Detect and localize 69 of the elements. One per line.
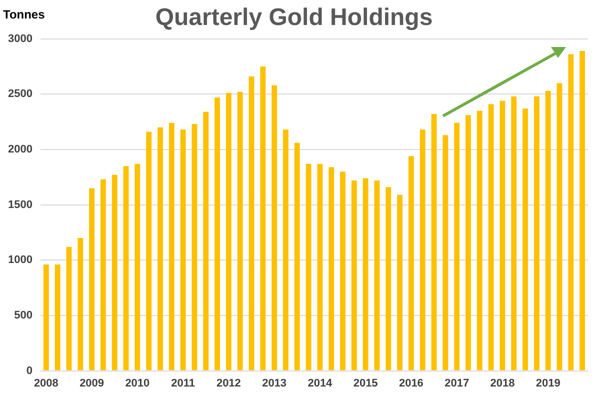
bar <box>420 130 426 370</box>
bar <box>112 174 118 370</box>
bar <box>386 187 392 370</box>
bar <box>500 100 506 370</box>
bar <box>168 122 174 370</box>
x-tick-label: 2011 <box>171 377 195 390</box>
bar <box>226 93 232 370</box>
bar <box>488 104 494 370</box>
bar <box>294 142 300 370</box>
bar <box>43 264 49 370</box>
bar <box>283 130 288 370</box>
y-tick-label: 0 <box>26 364 32 377</box>
bar <box>78 238 84 370</box>
bar <box>340 172 346 370</box>
y-tick-label: 2000 <box>8 144 32 156</box>
x-tick-label: 2008 <box>34 377 58 390</box>
bar <box>545 90 551 370</box>
bar <box>556 83 562 370</box>
chart-title: Quarterly Gold Holdings <box>155 4 433 32</box>
x-tick-label: 2014 <box>308 377 334 390</box>
bar <box>192 124 198 370</box>
y-tick-label: 1500 <box>8 198 32 211</box>
bar <box>317 164 323 370</box>
bar <box>272 85 278 370</box>
bar <box>580 50 586 370</box>
x-tick-label: 2010 <box>125 377 150 390</box>
bar <box>351 180 357 370</box>
bar <box>146 132 152 370</box>
bar <box>511 96 517 370</box>
bar <box>214 97 220 370</box>
x-tick-label: 2017 <box>444 377 470 390</box>
bar <box>260 66 266 370</box>
bar <box>476 110 482 370</box>
y-tick-label: 500 <box>14 310 32 322</box>
bar <box>466 115 471 370</box>
bar <box>237 92 243 370</box>
bar <box>203 112 209 370</box>
y-tick-label: 3000 <box>8 32 32 45</box>
x-tick-label: 2019 <box>536 377 560 390</box>
bar <box>442 135 448 370</box>
x-tick-label: 2016 <box>398 377 424 390</box>
x-tick-label: 2012 <box>216 377 241 390</box>
bar <box>362 178 368 370</box>
bar <box>123 166 129 370</box>
bar <box>397 194 402 370</box>
bar <box>328 167 334 370</box>
bar <box>180 130 186 370</box>
y-tick-label: 1000 <box>8 254 32 266</box>
bar <box>431 114 437 370</box>
bar <box>374 180 380 370</box>
x-tick-label: 2018 <box>490 377 515 390</box>
bar <box>158 127 163 370</box>
bar <box>66 246 72 370</box>
x-tick-label: 2013 <box>262 377 287 390</box>
bar <box>89 188 95 370</box>
x-tick-label: 2015 <box>353 377 378 390</box>
bar <box>568 54 574 370</box>
bar <box>54 264 60 370</box>
y-tick-label: 2500 <box>8 88 32 100</box>
bar <box>522 108 528 370</box>
y-axis-title: Tonnes <box>3 7 46 22</box>
bar <box>248 76 254 370</box>
bar <box>134 164 140 370</box>
bar <box>408 156 414 370</box>
bar <box>306 164 312 370</box>
x-tick-label: 2009 <box>80 377 104 390</box>
bar <box>100 179 106 370</box>
bar <box>454 122 460 370</box>
bar <box>534 96 540 370</box>
